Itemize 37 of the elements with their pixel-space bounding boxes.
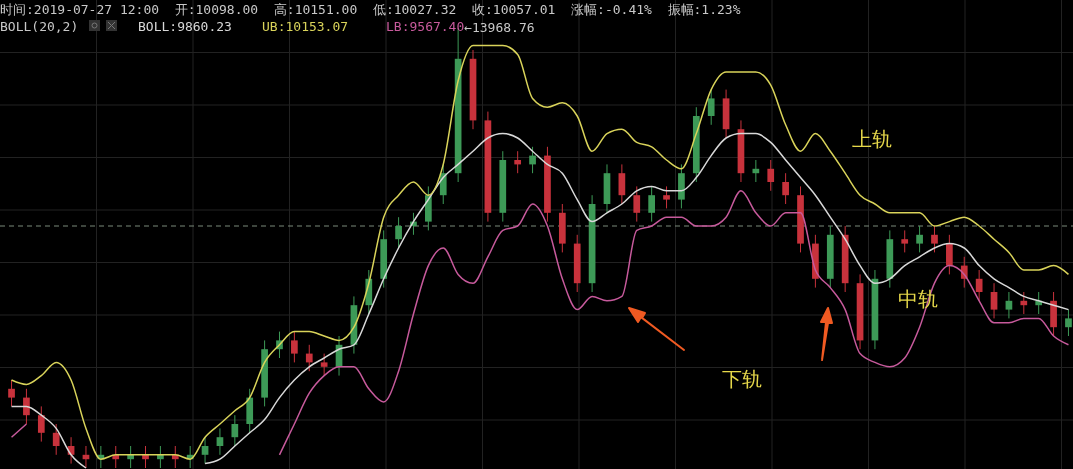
candlestick [1065, 309, 1072, 337]
candlestick [23, 388, 30, 425]
candlestick [395, 216, 402, 249]
candlestick [201, 436, 209, 465]
candlestick [1020, 291, 1028, 315]
annotation: 上轨 [852, 127, 892, 151]
candlestick [633, 185, 641, 223]
candlestick [767, 159, 775, 192]
candlestick [990, 282, 998, 319]
candlestick [514, 150, 522, 174]
candlestick [782, 172, 789, 205]
annotation: ←13968.76 [464, 20, 535, 35]
candlestick [529, 146, 536, 174]
candlestick [231, 414, 239, 447]
legend-title: BOLL(20,2) [0, 19, 79, 34]
text: BOLL:9860.23 [138, 19, 232, 34]
candlestick [707, 89, 715, 126]
candlestick [291, 331, 298, 363]
candlestick [320, 353, 328, 377]
candlestick [439, 163, 447, 205]
candlestick [901, 229, 909, 253]
candlestick [8, 379, 15, 407]
candlestick [216, 427, 224, 456]
candlestick [946, 234, 953, 275]
candlestick [663, 185, 670, 209]
text: UB:10153.07 [262, 19, 349, 34]
candlestick [1005, 291, 1013, 319]
candlestick [37, 405, 45, 443]
candlestick [52, 423, 60, 456]
candlestick [305, 344, 313, 372]
candlestick [648, 185, 655, 223]
candlestick [931, 225, 938, 253]
text: LB:9567.40 [386, 19, 465, 34]
candlestick [618, 163, 626, 205]
chart-title: 时间:2019-07-27 12:00 开:10098.00 高:10151.00 低:10027.32 收:10057.01 涨幅:-0.41% 振幅:1.23% [0, 2, 741, 17]
candlestick [916, 225, 923, 253]
annotation: 下轨 [722, 367, 762, 391]
